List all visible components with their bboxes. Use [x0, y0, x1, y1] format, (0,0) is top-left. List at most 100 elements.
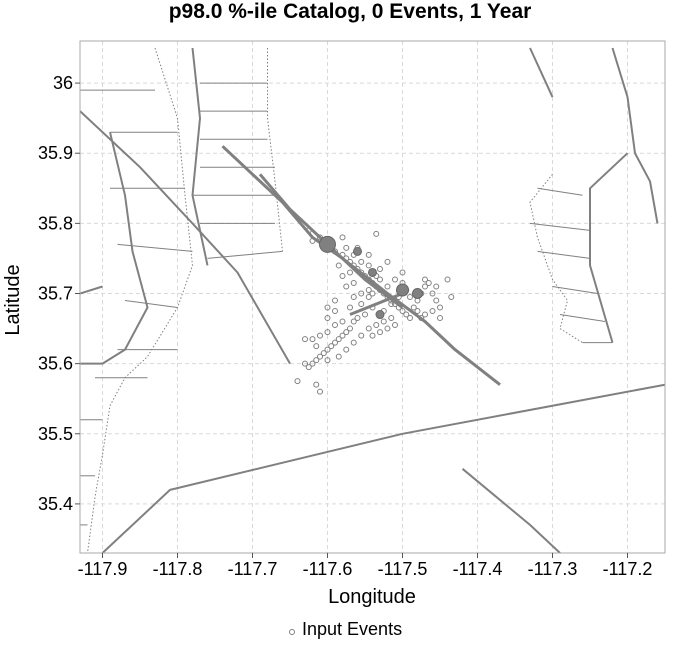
- plot-area: [80, 47, 665, 553]
- y-tick-label: 35.8: [38, 213, 73, 233]
- event-marker: [347, 304, 353, 311]
- x-tick-label: -117.3: [528, 559, 578, 579]
- fault-hatch-line: [552, 286, 598, 294]
- event-marker: [422, 311, 428, 318]
- event-marker: [309, 360, 316, 367]
- event-marker: [332, 248, 338, 255]
- event-marker: [373, 283, 380, 290]
- event-marker: [425, 279, 432, 286]
- event-marker-large: [368, 267, 377, 277]
- event-marker: [369, 290, 376, 297]
- event-marker: [365, 286, 372, 293]
- event-marker: [392, 322, 398, 329]
- event-marker: [354, 315, 361, 322]
- x-tick-label: -117.9: [78, 559, 128, 579]
- event-marker: [302, 336, 308, 343]
- event-marker: [433, 283, 440, 290]
- event-marker: [324, 304, 331, 311]
- event-marker: [350, 279, 357, 286]
- event-marker: [320, 350, 327, 357]
- event-marker: [358, 301, 365, 308]
- dotted-fault-trace: [87, 47, 194, 553]
- event-marker: [347, 325, 353, 332]
- event-marker: [377, 286, 383, 293]
- event-marker: [324, 357, 331, 364]
- event-marker: [317, 234, 323, 241]
- plot-frame: [79, 40, 666, 554]
- fault-trace: [80, 285, 103, 295]
- event-marker: [317, 353, 323, 360]
- y-tick-label: 35.9: [38, 143, 73, 163]
- y-tick-label: 35.6: [38, 354, 73, 374]
- event-marker: [422, 276, 428, 283]
- chart-title: p98.0 %-ile Catalog, 0 Events, 1 Year: [169, 0, 532, 23]
- event-marker: [317, 388, 323, 395]
- event-marker: [347, 269, 353, 276]
- fault-hatch-line: [207, 250, 283, 259]
- x-axis-label: Longitude: [328, 586, 416, 608]
- event-marker: [358, 332, 365, 339]
- event-marker: [328, 343, 335, 350]
- event-marker: [362, 311, 368, 318]
- event-marker: [339, 272, 346, 279]
- x-tick-label: -117.7: [228, 559, 278, 579]
- event-marker: [339, 234, 346, 241]
- y-tick-label: 35.4: [38, 494, 73, 514]
- x-tick-label: -117.4: [453, 559, 503, 579]
- event-marker-large: [375, 310, 385, 320]
- event-marker: [350, 262, 357, 269]
- event-marker: [399, 308, 406, 315]
- fault-trace: [461, 468, 561, 553]
- event-marker: [324, 315, 331, 322]
- event-marker: [335, 262, 342, 269]
- event-marker: [362, 272, 368, 279]
- event-marker: [388, 297, 395, 304]
- event-marker: [388, 301, 395, 308]
- grid-lines: [80, 41, 665, 553]
- event-marker: [384, 283, 391, 290]
- event-marker: [414, 308, 421, 315]
- event-marker: [324, 346, 331, 353]
- event-marker: [343, 255, 350, 262]
- event-marker: [369, 332, 376, 339]
- event-marker: [395, 304, 402, 311]
- event-marker: [332, 322, 338, 329]
- event-marker: [313, 343, 320, 350]
- event-marker: [294, 378, 301, 385]
- event-marker: [313, 357, 320, 364]
- event-marker: [309, 336, 316, 343]
- event-marker: [365, 294, 372, 300]
- event-marker: [350, 294, 357, 300]
- dotted-fault-trace: [267, 48, 283, 252]
- event-marker: [365, 251, 372, 258]
- event-marker: [380, 318, 387, 325]
- event-marker: [369, 304, 376, 311]
- legend: Input Events: [289, 619, 402, 639]
- event-marker: [399, 269, 406, 276]
- y-tick-label: 35.7: [38, 283, 73, 303]
- event-marker: [444, 276, 451, 283]
- event-marker: [343, 244, 350, 251]
- x-tick-label: -117.5: [378, 559, 428, 579]
- fault-trace: [589, 152, 629, 343]
- fault-hatch-line: [117, 243, 193, 252]
- y-tick-label: 35.5: [38, 424, 73, 444]
- event-marker: [373, 230, 380, 237]
- event-marker: [317, 332, 323, 339]
- event-marker: [339, 251, 346, 258]
- event-marker: [302, 360, 308, 367]
- event-marker: [339, 318, 346, 325]
- event-marker: [343, 329, 350, 336]
- x-tick-label: -117.2: [603, 559, 653, 579]
- fault-trace: [221, 145, 501, 386]
- event-marker: [350, 339, 357, 346]
- event-marker: [437, 304, 443, 311]
- event-marker: [407, 315, 413, 322]
- event-marker: [422, 283, 428, 290]
- event-marker: [324, 329, 331, 336]
- event-marker: [358, 258, 365, 265]
- fault-hatch-line: [124, 300, 178, 308]
- event-marker-large: [396, 283, 409, 297]
- event-marker: [369, 279, 376, 286]
